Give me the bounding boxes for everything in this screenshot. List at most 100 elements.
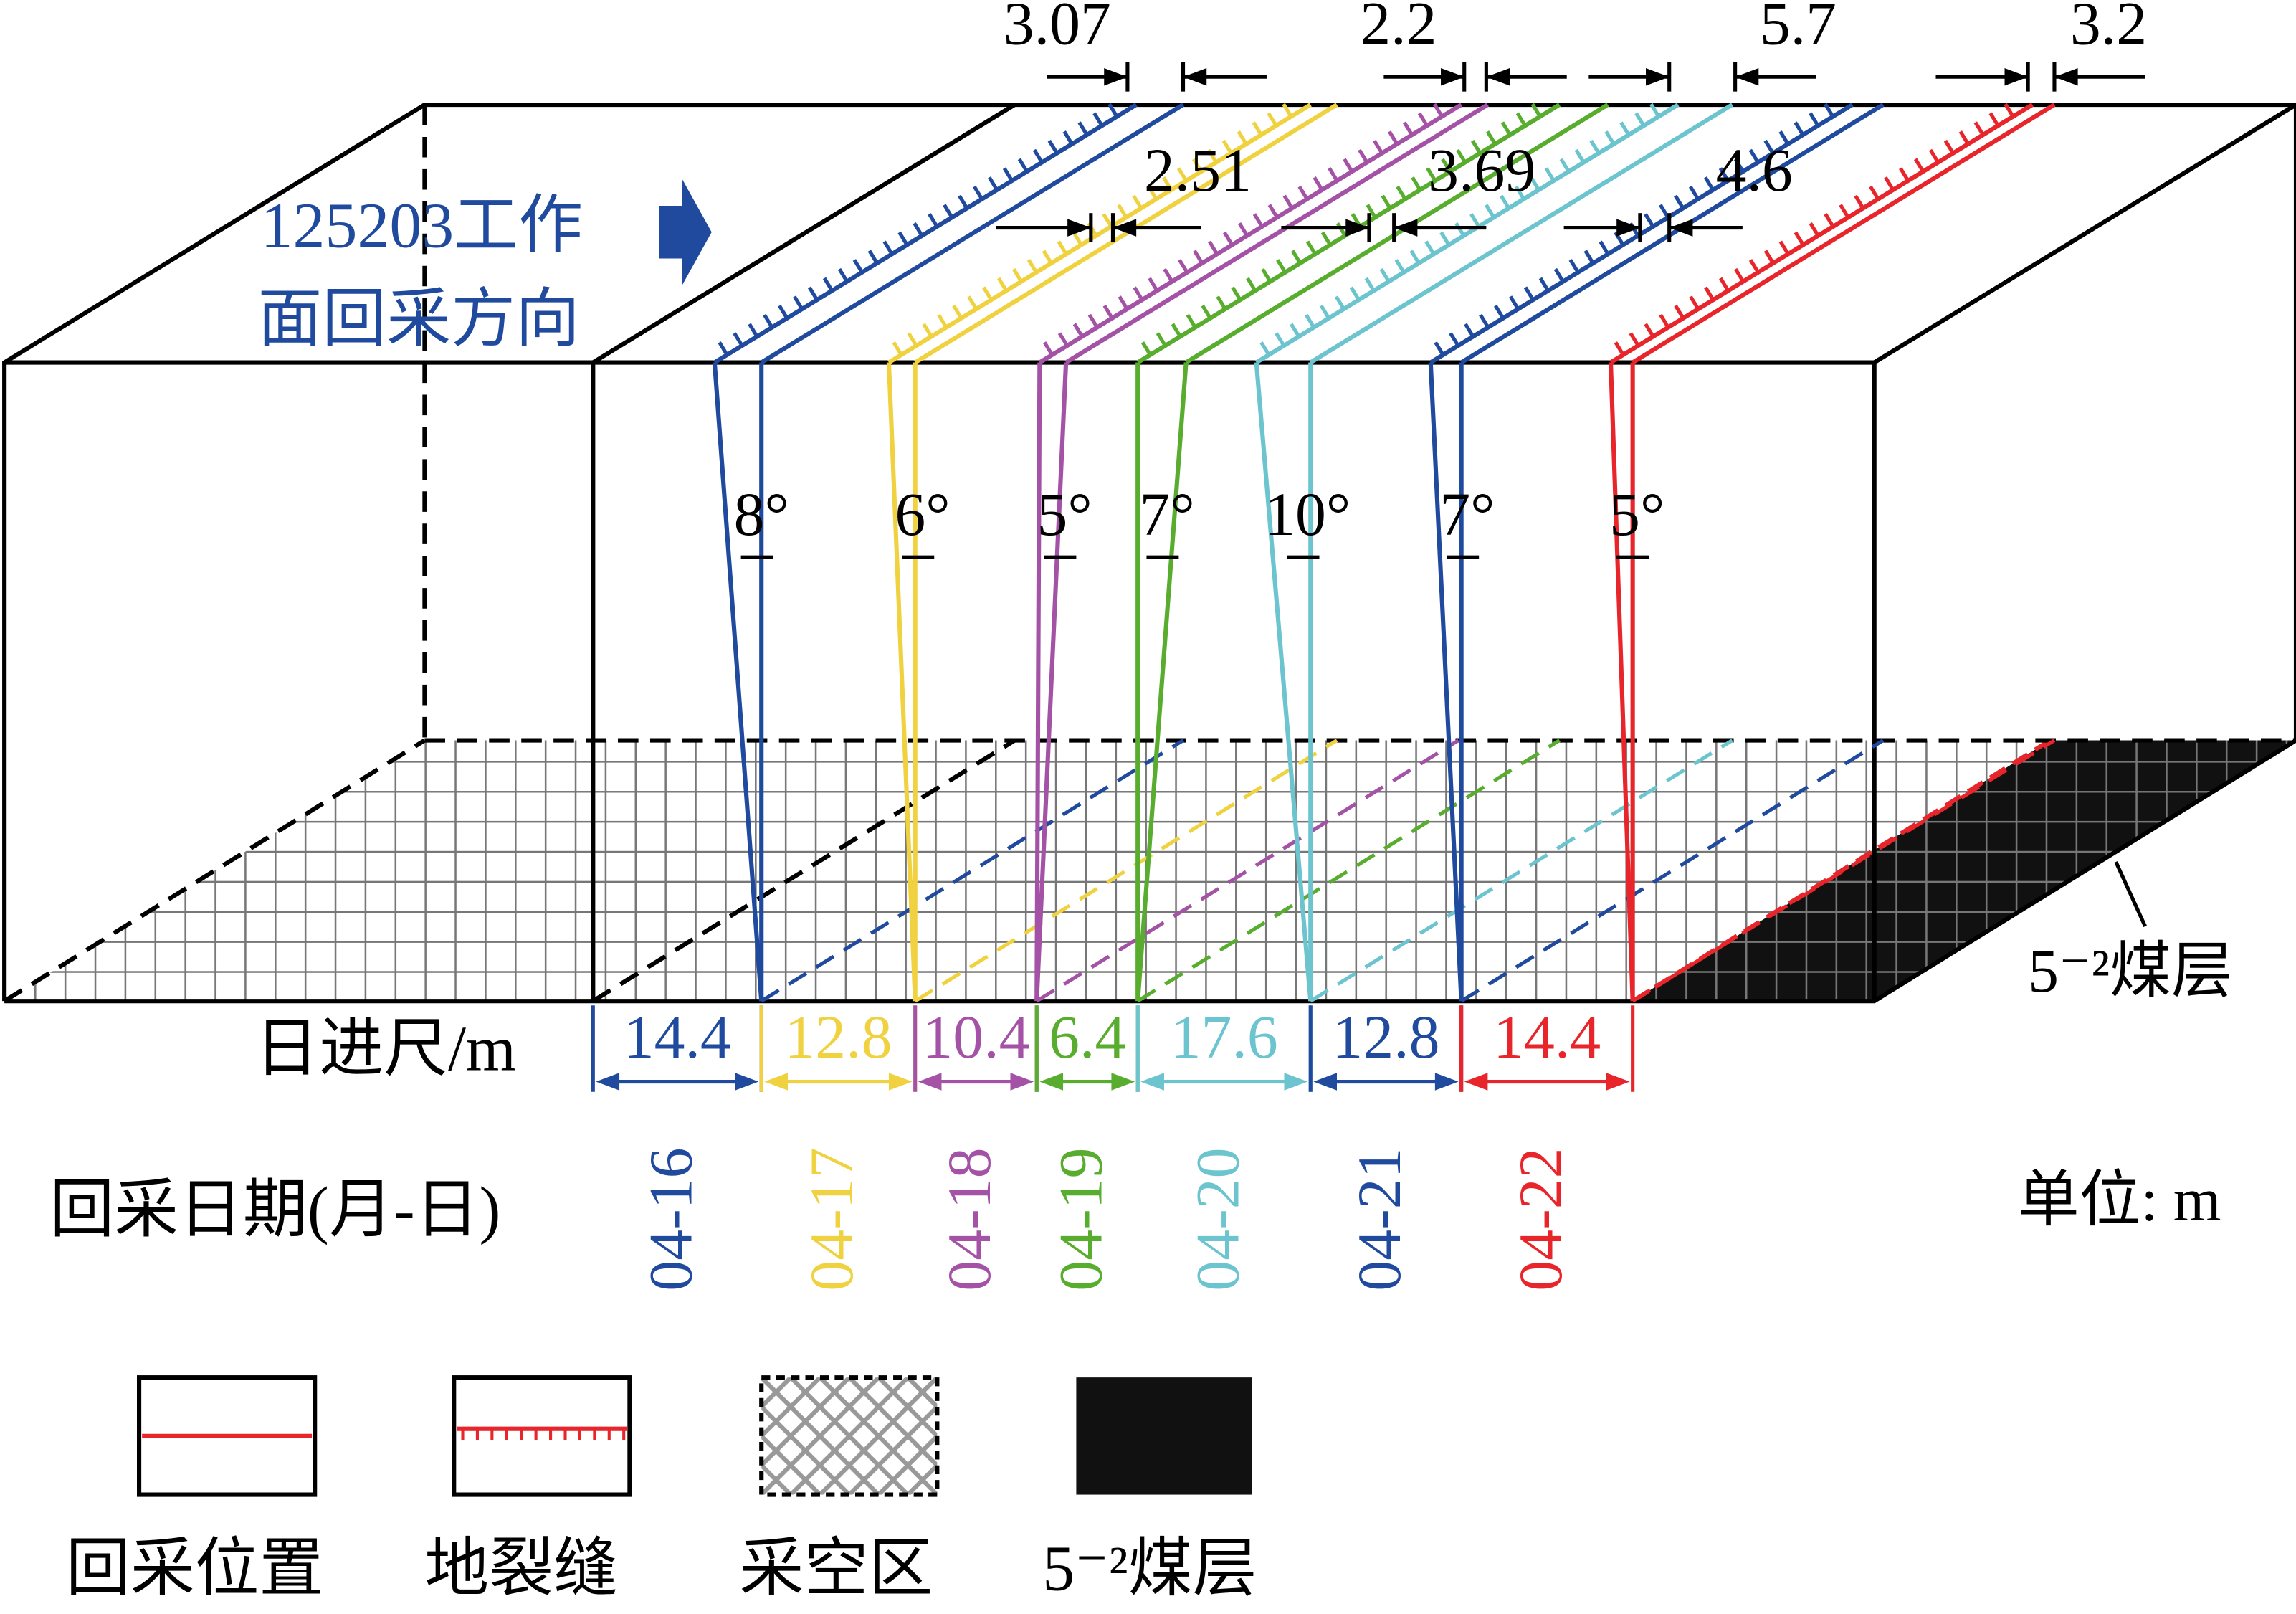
date-label: 回采日期(月-日) xyxy=(49,1174,500,1245)
dim-head xyxy=(1486,67,1510,86)
legend-goaf xyxy=(759,1375,940,1497)
angle-label: 5° xyxy=(1609,480,1664,549)
dim-head xyxy=(1104,67,1128,86)
dim-head xyxy=(1183,67,1207,86)
coal-seam-grid xyxy=(1632,740,2296,1002)
leader-line xyxy=(2114,861,2147,928)
gap-label: 3.07 xyxy=(1004,0,1111,58)
angle-label: 10° xyxy=(1264,480,1351,549)
advance-arrow-head xyxy=(1039,1073,1064,1091)
crack-ticks xyxy=(1614,103,2015,356)
legend-label: 回采位置 xyxy=(66,1534,324,1605)
legend-label: 采空区 xyxy=(740,1534,933,1605)
mining-top xyxy=(1185,103,1609,365)
advance-arrow-head xyxy=(888,1073,913,1091)
gap-label: 2.51 xyxy=(1144,136,1252,204)
crack-top xyxy=(713,103,1138,365)
angle-label: 7° xyxy=(1439,480,1495,549)
legend-box xyxy=(452,1375,632,1497)
box-edge xyxy=(1873,103,2296,365)
advance-arrow-head xyxy=(1284,1073,1308,1091)
dim-head xyxy=(2004,67,2029,86)
crack-ticks xyxy=(718,103,1119,356)
box-edge xyxy=(591,103,1016,365)
mining-top xyxy=(1309,103,1734,365)
floor-line xyxy=(1309,739,1733,1003)
advance-arrow-head xyxy=(1010,1073,1034,1091)
date: 04-18 xyxy=(935,1147,1004,1291)
crack-ticks xyxy=(1259,103,1661,356)
crack-front xyxy=(1034,362,1042,1002)
hidden-edge xyxy=(3,738,427,1003)
advance-value: 12.8 xyxy=(784,1003,892,1071)
legend-label: 地裂缝 xyxy=(424,1534,618,1605)
advance-value: 14.4 xyxy=(1493,1003,1601,1071)
date: 04-16 xyxy=(637,1147,705,1291)
advance-arrow-head xyxy=(1434,1073,1459,1091)
crack-ticks xyxy=(1140,103,1542,356)
gap-label: 4.6 xyxy=(1716,136,1793,204)
crack-front xyxy=(886,362,918,1002)
mining-top xyxy=(760,103,1185,365)
direction-label: 125203工作 xyxy=(261,190,583,261)
gap-label: 3.69 xyxy=(1428,136,1535,204)
seam-label: 5⁻²煤层 xyxy=(2028,937,2232,1005)
floor-line xyxy=(1136,739,1561,1003)
crack-front xyxy=(1428,362,1464,1002)
crack-top xyxy=(887,103,1312,365)
mining-top xyxy=(1632,103,2056,365)
angle-label: 6° xyxy=(895,480,950,549)
advance-arrow-head xyxy=(918,1073,942,1091)
unit-label: 单位: m xyxy=(2018,1166,2221,1234)
advance-arrow-head xyxy=(1606,1073,1630,1091)
angle-label: 5° xyxy=(1037,480,1092,549)
advance-arrow-head xyxy=(1111,1073,1135,1091)
crack-front xyxy=(712,362,764,1002)
mining-top xyxy=(1064,103,1490,365)
crack-top xyxy=(1038,103,1463,365)
floor-line xyxy=(1035,739,1459,1003)
goaf-floor xyxy=(4,740,2050,1002)
dim-head xyxy=(1394,219,1418,237)
legend-seam xyxy=(1076,1377,1252,1495)
dim-head xyxy=(1646,67,1669,86)
floor-line xyxy=(1460,739,1885,1003)
direction-arrow xyxy=(659,179,712,285)
advance-value: 12.8 xyxy=(1332,1003,1439,1071)
mining-top xyxy=(1460,103,1885,365)
crack-ticks xyxy=(1434,103,1835,356)
dim-head xyxy=(1345,219,1369,237)
dim-head xyxy=(1669,219,1693,237)
crack-front xyxy=(1608,362,1635,1002)
gap-label: 2.2 xyxy=(1360,0,1437,58)
floor-line xyxy=(914,739,1338,1003)
mining-front xyxy=(1135,362,1189,1002)
gap-label: 5.7 xyxy=(1760,0,1837,58)
floor-line xyxy=(1632,739,2056,1003)
advance-value: 14.4 xyxy=(624,1003,731,1071)
advance-arrow-head xyxy=(596,1073,620,1091)
legend-crack-ticks xyxy=(461,1428,626,1440)
advance-label: 日进尺/m xyxy=(254,1013,516,1084)
advance-value: 17.6 xyxy=(1171,1003,1278,1071)
crack-top xyxy=(1255,103,1680,365)
date: 04-20 xyxy=(1183,1147,1252,1291)
dim-head xyxy=(1441,67,1464,86)
dim-head xyxy=(1067,219,1091,237)
date: 04-17 xyxy=(798,1147,866,1291)
angle-label: 7° xyxy=(1139,480,1194,549)
dim-head xyxy=(2054,67,2078,86)
advance-arrow-head xyxy=(1313,1073,1338,1091)
mining-top xyxy=(914,103,1338,365)
date: 04-21 xyxy=(1345,1147,1414,1291)
direction-label: 面回采方向 xyxy=(258,284,580,355)
advance-arrow-head xyxy=(735,1073,759,1091)
mining-front xyxy=(1034,362,1069,1002)
advance-arrow-head xyxy=(1140,1073,1164,1091)
date: 04-19 xyxy=(1047,1147,1115,1291)
crack-ticks xyxy=(1042,103,1444,356)
crack-ticks xyxy=(892,103,1293,356)
dim-head xyxy=(1735,67,1759,86)
crack-top xyxy=(1609,103,2034,365)
